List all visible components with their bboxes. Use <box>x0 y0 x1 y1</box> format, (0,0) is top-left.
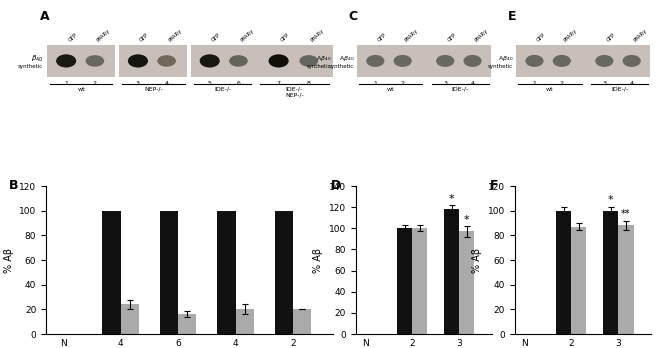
Text: 4: 4 <box>470 81 474 86</box>
Bar <box>274 211 293 334</box>
Text: IDE-/-: IDE-/- <box>214 87 231 92</box>
Ellipse shape <box>367 55 384 67</box>
Bar <box>191 45 259 77</box>
Text: PPARγ: PPARγ <box>240 28 255 43</box>
Ellipse shape <box>525 55 544 67</box>
Ellipse shape <box>229 55 248 67</box>
Text: GFP: GFP <box>211 32 222 43</box>
Ellipse shape <box>393 55 412 67</box>
Y-axis label: % Aβ: % Aβ <box>313 247 323 272</box>
Text: PPARγ: PPARγ <box>633 28 648 43</box>
Text: PPARγ: PPARγ <box>168 28 183 43</box>
Ellipse shape <box>436 55 454 67</box>
Bar <box>619 226 634 334</box>
Text: IDE-/-: IDE-/- <box>452 87 469 92</box>
Text: 8: 8 <box>307 81 311 86</box>
Text: 3: 3 <box>443 81 447 86</box>
Text: *: * <box>464 215 470 225</box>
Bar <box>293 309 311 334</box>
Text: A$\beta_{40}$: A$\beta_{40}$ <box>316 54 332 63</box>
Text: wt: wt <box>546 87 553 92</box>
Ellipse shape <box>56 54 76 68</box>
Text: 1: 1 <box>64 81 68 86</box>
Text: 2: 2 <box>93 81 97 86</box>
Text: 3: 3 <box>136 81 140 86</box>
Text: E: E <box>508 10 517 23</box>
Text: A$\beta_{40}$: A$\beta_{40}$ <box>497 54 513 63</box>
Text: GFP: GFP <box>139 32 150 43</box>
Text: 5: 5 <box>208 81 212 86</box>
Bar <box>178 314 197 334</box>
Text: synthetic: synthetic <box>307 64 332 70</box>
Text: wt: wt <box>387 87 394 92</box>
Text: D: D <box>331 179 342 192</box>
Text: GFP: GFP <box>280 32 291 43</box>
Text: 2: 2 <box>560 81 564 86</box>
Bar <box>47 45 115 77</box>
Text: F: F <box>490 179 499 192</box>
Ellipse shape <box>128 54 148 68</box>
Y-axis label: % Aβ: % Aβ <box>472 247 482 272</box>
Text: NEP-/-: NEP-/- <box>144 87 163 92</box>
Bar <box>257 45 333 77</box>
Text: synthetic: synthetic <box>18 64 43 70</box>
Text: 2: 2 <box>401 81 405 86</box>
Bar <box>517 45 650 77</box>
Y-axis label: % Aβ: % Aβ <box>3 247 14 272</box>
Bar <box>357 45 491 77</box>
Text: IDE-/-
NEP-/-: IDE-/- NEP-/- <box>285 87 304 98</box>
Text: 4: 4 <box>164 81 168 86</box>
Text: PPARγ: PPARγ <box>310 28 325 43</box>
Text: GFP: GFP <box>606 32 617 43</box>
Text: synthetic: synthetic <box>329 64 354 70</box>
Text: GFP: GFP <box>447 32 457 43</box>
Text: A$\beta_{40}$: A$\beta_{40}$ <box>339 54 354 63</box>
Bar <box>236 309 254 334</box>
Ellipse shape <box>157 55 176 67</box>
Ellipse shape <box>595 55 613 67</box>
Text: 6: 6 <box>236 81 240 86</box>
Text: GFP: GFP <box>536 32 547 43</box>
Text: IDE-/-: IDE-/- <box>611 87 628 92</box>
Text: GFP: GFP <box>377 32 388 43</box>
Text: wt: wt <box>78 87 85 92</box>
Text: GFP: GFP <box>68 32 78 43</box>
Ellipse shape <box>622 55 641 67</box>
Bar <box>120 304 139 334</box>
Text: PPARγ: PPARγ <box>474 28 489 43</box>
Bar <box>217 211 236 334</box>
Bar <box>160 211 178 334</box>
Text: $\beta_{40}$: $\beta_{40}$ <box>31 53 43 64</box>
Text: *: * <box>608 195 614 205</box>
Bar <box>103 211 120 334</box>
Bar <box>556 211 571 334</box>
Text: *: * <box>449 194 455 204</box>
Bar <box>119 45 187 77</box>
Text: 4: 4 <box>630 81 634 86</box>
Text: 7: 7 <box>276 81 280 86</box>
Text: 3: 3 <box>602 81 606 86</box>
Ellipse shape <box>463 55 482 67</box>
Text: 1: 1 <box>373 81 377 86</box>
Bar <box>397 228 412 334</box>
Bar <box>571 227 586 334</box>
Bar <box>444 209 459 334</box>
Text: PPARγ: PPARγ <box>404 28 419 43</box>
Text: PPARγ: PPARγ <box>96 28 111 43</box>
Ellipse shape <box>553 55 571 67</box>
Bar <box>459 231 474 334</box>
Bar <box>603 211 619 334</box>
Ellipse shape <box>86 55 104 67</box>
Ellipse shape <box>299 55 318 67</box>
Text: B: B <box>9 179 18 192</box>
Ellipse shape <box>268 54 289 68</box>
Text: synthetic: synthetic <box>488 64 513 70</box>
Ellipse shape <box>199 54 220 68</box>
Text: C: C <box>349 10 358 23</box>
Text: PPARγ: PPARγ <box>563 28 578 43</box>
Text: 1: 1 <box>532 81 536 86</box>
Bar <box>412 228 427 334</box>
Text: A: A <box>40 10 50 23</box>
Text: **: ** <box>621 209 631 219</box>
